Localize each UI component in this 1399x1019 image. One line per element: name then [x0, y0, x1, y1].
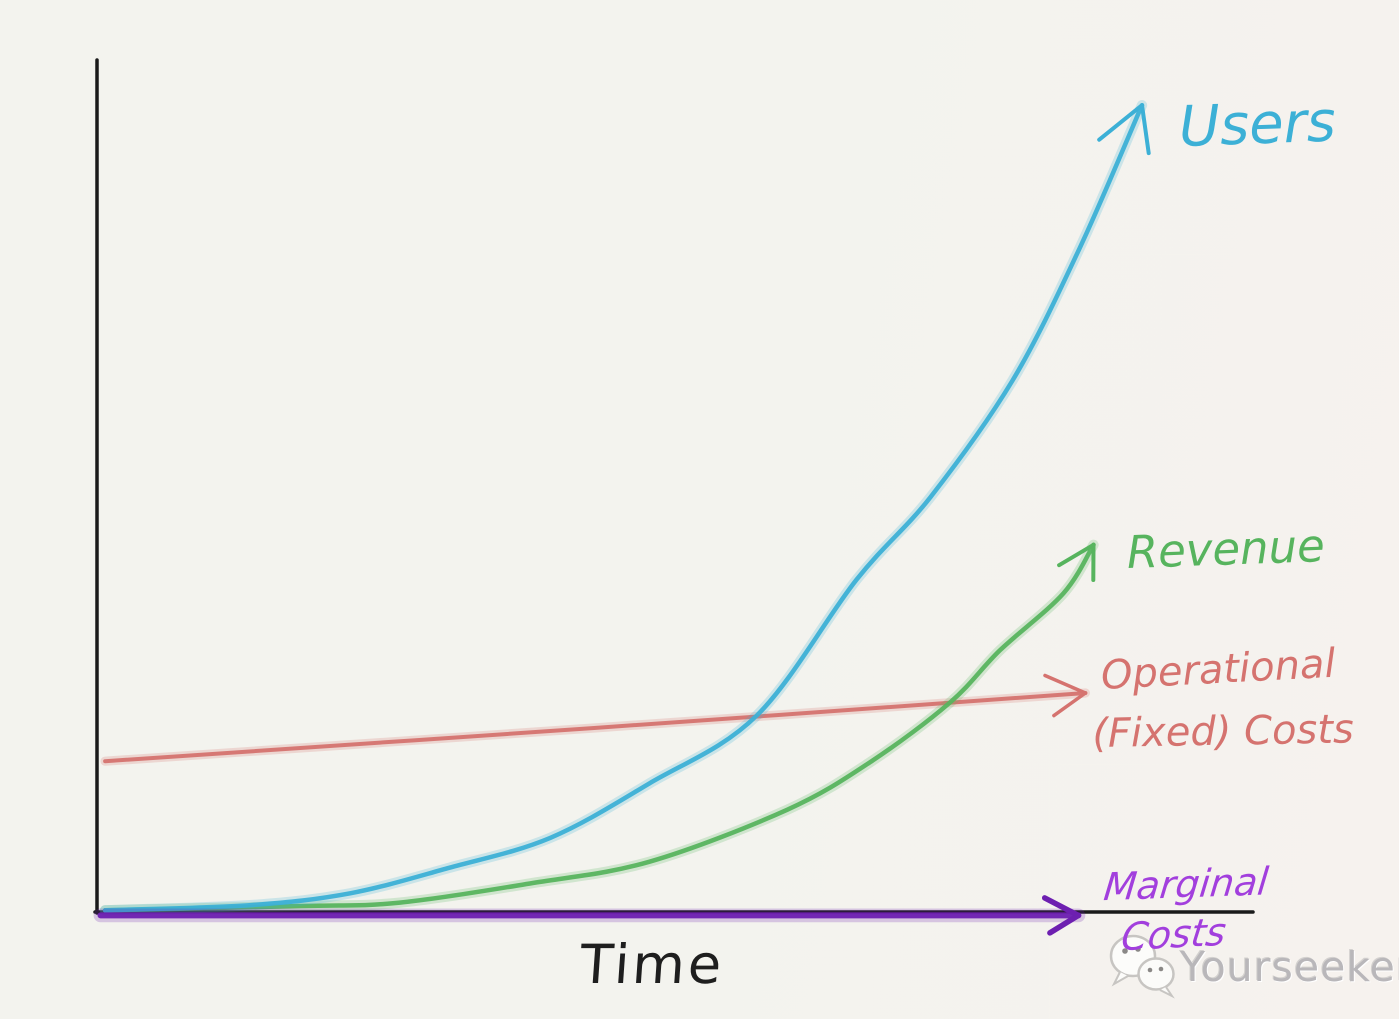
operational-costs-label-line2: (Fixed) Costs — [1091, 706, 1355, 757]
revenue-series-label: Revenue — [1125, 519, 1326, 579]
marginal-costs-label-line1: Marginal — [1101, 859, 1271, 910]
watermark-text: Yourseeker — [1180, 943, 1399, 991]
x-axis-title: Time — [577, 933, 727, 996]
watermark: Yourseeker — [1106, 930, 1399, 1004]
wechat-icon — [1106, 930, 1186, 1004]
users-series-label: Users — [1177, 89, 1337, 160]
operational-costs-label-line1: Operational — [1099, 640, 1337, 699]
marginal-costs-label-line2: Costs — [1118, 909, 1229, 960]
